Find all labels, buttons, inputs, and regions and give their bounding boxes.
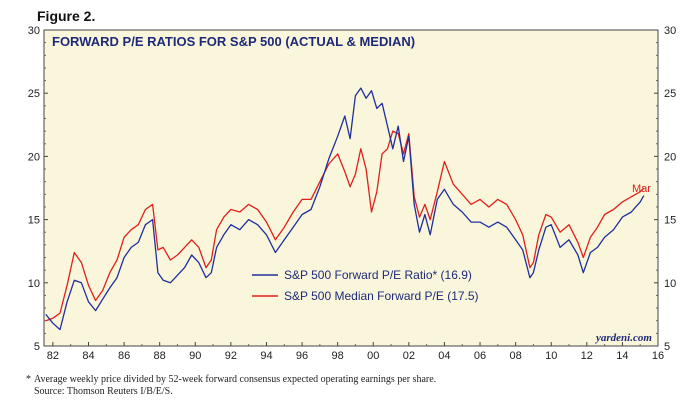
- credit-label: yardeni.com: [594, 332, 652, 344]
- plot-background: [43, 29, 659, 347]
- x-tick-label: 84: [82, 350, 94, 362]
- x-tick-label: 00: [367, 350, 379, 362]
- series-line-median: [45, 130, 645, 322]
- footnote-line-1: Average weekly price divided by 52-week …: [34, 374, 437, 385]
- legend: S&P 500 Forward P/E Ratio* (16.9) S&P 50…: [252, 268, 479, 303]
- x-tick-label: 82: [47, 350, 59, 362]
- footnote-line-2: Source: Thomson Reuters I/B/E/S.: [34, 386, 173, 397]
- footnote-asterisk: *: [26, 374, 31, 385]
- x-tick-label: 98: [332, 350, 344, 362]
- x-tick-label: 04: [438, 350, 450, 362]
- legend-label-actual: S&P 500 Forward P/E Ratio* (16.9): [284, 268, 472, 282]
- figure-label: Figure 2.: [37, 8, 96, 24]
- x-tick-label: 02: [403, 350, 415, 362]
- legend-label-median: S&P 500 Median Forward P/E (17.5): [284, 289, 479, 303]
- y-tick-label-right: 10: [664, 278, 676, 290]
- y-tick-label-left: 25: [28, 88, 40, 100]
- chart: FORWARD P/E RATIOS FOR S&P 500 (ACTUAL &…: [28, 25, 677, 362]
- y-tick-label-left: 20: [28, 151, 40, 163]
- y-tick-label-left: 5: [34, 341, 40, 353]
- end-label-mar: Mar: [632, 183, 651, 195]
- footnote: * Average weekly price divided by 52-wee…: [26, 374, 437, 398]
- x-tick-label: 90: [189, 350, 201, 362]
- y-tick-label-right: 5: [664, 341, 670, 353]
- x-tick-label: 96: [296, 350, 308, 362]
- left-axis: 5 10 15 20 25 30: [28, 25, 48, 353]
- series-line-actual: [45, 87, 645, 331]
- x-tick-label: 86: [118, 350, 130, 362]
- y-tick-label-left: 10: [28, 278, 40, 290]
- x-tick-label: 14: [616, 350, 628, 362]
- x-tick-label: 88: [154, 350, 166, 362]
- x-tick-label: 08: [509, 350, 521, 362]
- x-tick-label: 10: [545, 350, 557, 362]
- x-tick-label: 92: [225, 350, 237, 362]
- x-tick-label: 94: [260, 350, 272, 362]
- series-layer: [45, 87, 645, 331]
- x-tick-label: 06: [474, 350, 486, 362]
- y-tick-label-right: 20: [664, 151, 676, 163]
- bottom-axis: 82 84 86 88 90 92 94 96 98 00 02 04 06 08 10 12 14 16: [47, 342, 664, 362]
- y-tick-label-left: 15: [28, 215, 40, 227]
- chart-title: FORWARD P/E RATIOS FOR S&P 500 (ACTUAL &…: [52, 34, 415, 49]
- x-tick-label: 12: [581, 350, 593, 362]
- right-axis: 5 10 15 20 25 30: [654, 25, 676, 353]
- y-tick-label-left: 30: [28, 25, 40, 37]
- x-tick-label: 16: [652, 350, 664, 362]
- y-tick-label-right: 15: [664, 215, 676, 227]
- y-tick-label-right: 25: [664, 88, 676, 100]
- y-tick-label-right: 30: [664, 25, 676, 37]
